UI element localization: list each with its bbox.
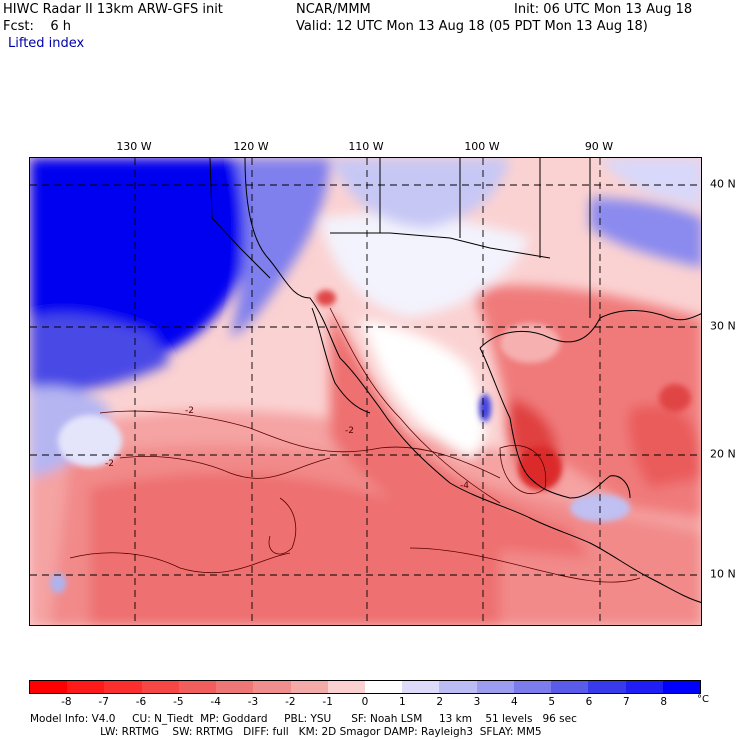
lon-label-100w: 100 W: [464, 140, 500, 153]
contour-label: -2: [105, 459, 114, 469]
colorbar-swatch: [141, 681, 179, 693]
colorbar-tick-label: 4: [510, 696, 518, 708]
colorbar-swatch: [178, 681, 217, 693]
colorbar-tick-label: 1: [398, 696, 406, 708]
contour-label: -4: [460, 481, 469, 491]
model-info-line1: Model Info: V4.0 CU: N_Tiedt MP: Goddard…: [30, 713, 577, 725]
colorbar-tick-label: 7: [622, 696, 630, 708]
field-detail: [50, 290, 691, 593]
forecast-map[interactable]: -2 -2 -2 -4: [29, 157, 702, 626]
colorbar-tick-label: 0: [361, 696, 369, 708]
colorbar-swatch: [253, 681, 291, 693]
graticule: [30, 158, 701, 625]
colorbar-tick-label: 6: [585, 696, 593, 708]
init-time: Init: 06 UTC Mon 13 Aug 18: [514, 2, 693, 17]
lon-label-130w: 130 W: [116, 140, 152, 153]
colorbar-tick-label: 3: [473, 696, 481, 708]
colorbar-tick-label: -3: [247, 696, 259, 708]
field-shading: [30, 158, 701, 625]
colorbar-tick-label: -4: [210, 696, 221, 708]
colorbar-swatch: [588, 681, 626, 693]
colorbar-tick-label: -6: [135, 696, 147, 708]
lat-label-20n: 20 N: [710, 447, 736, 461]
colorbar-swatch: [476, 681, 514, 693]
lon-label-120w: 120 W: [233, 140, 269, 153]
lon-label-110w: 110 W: [348, 140, 384, 153]
colorbar-swatch: [439, 681, 477, 693]
field-name: Lifted index: [8, 36, 85, 51]
model-info-line2: LW: RRTMG SW: RRTMG DIFF: full KM: 2D Sm…: [30, 726, 542, 738]
valid-time: Valid: 12 UTC Mon 13 Aug 18 (05 PDT Mon …: [296, 19, 648, 34]
forecast-hour: Fcst: 6 h: [3, 19, 72, 34]
lon-label-90w: 90 W: [584, 140, 614, 153]
colorbar-swatch: [662, 681, 700, 693]
colorbar-swatch: [625, 681, 663, 693]
colorbar-swatch: [402, 681, 440, 693]
colorbar-tick-label: 8: [660, 696, 667, 708]
lat-label-30n: 30 N: [710, 319, 736, 333]
coastlines: [209, 158, 701, 603]
colorbar-swatch: [364, 681, 403, 693]
colorbar-swatch: [67, 681, 105, 693]
colorbar-tick-label: 2: [436, 696, 443, 708]
colorbar-swatch: [290, 681, 328, 693]
contour-label: -2: [185, 406, 194, 416]
colorbar-tick-label: -8: [61, 696, 72, 708]
contour-label: -2: [345, 426, 354, 436]
colorbar-unit: °C: [697, 694, 709, 705]
colorbar-swatch: [104, 681, 142, 693]
colorbar-swatch: [513, 681, 552, 693]
lat-label-10n: 10 N: [710, 567, 736, 581]
institution-label: NCAR/MMM: [296, 2, 371, 17]
lifted-index-field: -2 -2 -2 -4: [30, 158, 701, 625]
colorbar-tick-label: -1: [322, 696, 333, 708]
colorbar-tick-label: -5: [173, 696, 184, 708]
colorbar-tick-label: -7: [98, 696, 109, 708]
model-title: HIWC Radar II 13km ARW-GFS init: [3, 2, 223, 17]
colorbar: [29, 680, 701, 694]
colorbar-tick-label: 5: [548, 696, 555, 708]
colorbar-swatch: [216, 681, 254, 693]
colorbar-swatch: [327, 681, 365, 693]
lat-label-40n: 40 N: [710, 177, 736, 191]
contour-lines: [69, 307, 641, 583]
colorbar-swatch: [30, 681, 68, 693]
colorbar-swatch: [551, 681, 589, 693]
colorbar-tick-label: -2: [285, 696, 296, 708]
